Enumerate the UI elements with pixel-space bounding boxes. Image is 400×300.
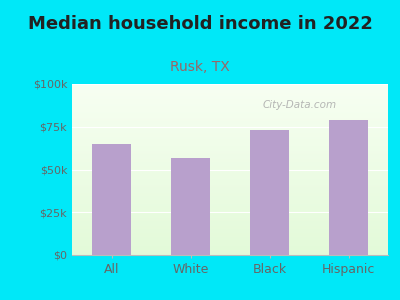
Bar	[171, 158, 210, 255]
Text: City-Data.com: City-Data.com	[262, 100, 336, 110]
Bar	[92, 144, 131, 255]
Text: Median household income in 2022: Median household income in 2022	[28, 15, 372, 33]
Text: Rusk, TX: Rusk, TX	[170, 60, 230, 74]
Bar	[329, 120, 368, 255]
Bar	[250, 130, 289, 255]
